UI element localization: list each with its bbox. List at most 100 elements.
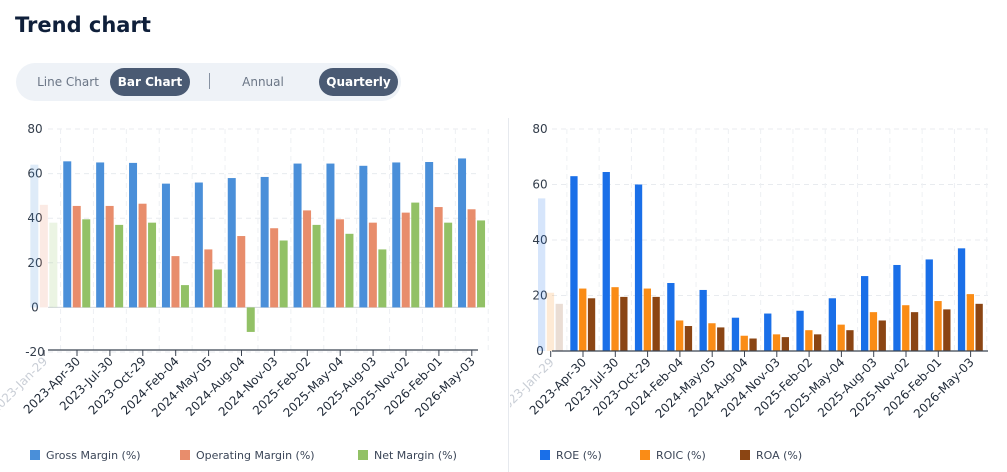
bar-net-margin-2025-aug-03 <box>378 249 387 308</box>
bar-roa-2025-feb-02 <box>814 334 822 351</box>
bar-roe-2026-feb-01 <box>925 259 933 351</box>
legend-item-roa[interactable]: ROA (%) <box>740 449 802 463</box>
y-tick-label: 60 <box>532 178 547 192</box>
bar-net-margin-2024-nov-03 <box>279 240 288 308</box>
bar-gross-margin-2025-aug-03 <box>359 165 368 308</box>
bar-roe-2023-jan-29 <box>538 198 546 351</box>
bar-net-margin-2023-jan-29 <box>49 222 58 308</box>
bar-roic-2023-oct-29 <box>643 288 651 351</box>
bar-roe-2026-may-03 <box>957 248 966 351</box>
bar-roic-2024-feb-04 <box>676 320 684 351</box>
y-tick-label: 40 <box>27 211 42 225</box>
bar-gross-margin-2023-jan-29 <box>30 164 39 308</box>
bar-roa-2025-aug-03 <box>878 320 886 351</box>
bar-roic-2024-nov-03 <box>772 334 781 351</box>
bar-net-margin-2023-oct-29 <box>148 222 157 308</box>
bar-net-margin-2026-feb-01 <box>444 222 453 308</box>
toggle-separator <box>209 73 210 89</box>
y-tick-label: 40 <box>532 233 547 247</box>
y-tick-label: 0 <box>31 300 39 314</box>
legend-label: Operating Margin (%) <box>196 449 315 462</box>
bar-roic-2026-may-03 <box>966 294 974 351</box>
annual-toggle[interactable]: Annual <box>242 75 284 89</box>
bar-roa-2023-jan-29 <box>555 303 563 351</box>
bar-operating-margin-2026-feb-01 <box>434 207 443 308</box>
bar-roic-2024-aug-04 <box>740 335 748 351</box>
bar-operating-margin-2023-apr-30 <box>72 205 81 308</box>
bar-roe-2024-aug-04 <box>731 317 740 351</box>
bar-roic-2024-may-05 <box>708 323 716 351</box>
bar-gross-margin-2023-jul-30 <box>96 162 105 308</box>
bar-roa-2024-feb-04 <box>684 326 693 351</box>
bar-roic-2023-jul-30 <box>611 287 619 351</box>
bar-gross-margin-2025-nov-02 <box>392 162 401 308</box>
bar-net-margin-2025-feb-02 <box>312 224 321 308</box>
bar-roa-2023-oct-29 <box>652 296 660 351</box>
bar-operating-margin-2023-oct-29 <box>138 203 147 308</box>
bar-chart-toggle[interactable]: Bar Chart <box>110 68 190 96</box>
bar-roic-2023-apr-30 <box>579 288 587 351</box>
bar-gross-margin-2026-feb-01 <box>425 162 434 308</box>
bar-roe-2023-apr-30 <box>570 176 578 351</box>
legend-label: ROA (%) <box>756 449 803 462</box>
legend-swatch <box>640 450 650 460</box>
bar-roe-2024-may-05 <box>699 289 707 351</box>
bar-net-margin-2024-aug-04 <box>246 307 255 332</box>
bar-operating-margin-2023-jul-30 <box>105 205 114 308</box>
bar-roe-2025-feb-02 <box>796 310 804 351</box>
legend-item-operating-margin[interactable]: Operating Margin (%) <box>180 449 315 463</box>
legend-item-roe[interactable]: ROE (%) <box>540 449 602 463</box>
bar-operating-margin-2025-nov-02 <box>401 212 410 308</box>
bar-roe-2023-oct-29 <box>634 184 643 351</box>
bar-operating-margin-2024-feb-04 <box>171 256 180 308</box>
bar-gross-margin-2026-may-03 <box>458 158 467 308</box>
return-bar-chart: 0204060802023-Jan-292023-Apr-302023-Jul-… <box>510 122 988 421</box>
bar-gross-margin-2025-may-04 <box>326 163 335 308</box>
bar-roa-2023-apr-30 <box>587 298 596 351</box>
bar-roa-2024-may-05 <box>717 327 725 351</box>
y-tick-label: 80 <box>27 122 42 136</box>
page-title: Trend chart <box>15 13 151 37</box>
bar-net-margin-2026-may-03 <box>477 220 486 308</box>
margin-bar-chart: -200204060802023-Jan-292023-Apr-302023-J… <box>0 122 489 420</box>
legend-swatch <box>540 450 550 460</box>
legend-swatch <box>30 450 40 460</box>
bar-roa-2025-may-04 <box>846 330 854 351</box>
legend-label: ROIC (%) <box>656 449 706 462</box>
legend-swatch <box>180 450 190 460</box>
line-chart-toggle[interactable]: Line Chart <box>37 75 99 89</box>
bar-gross-margin-2024-nov-03 <box>260 176 269 308</box>
bar-net-margin-2023-jul-30 <box>115 224 124 308</box>
bar-operating-margin-2025-feb-02 <box>303 210 312 308</box>
bar-operating-margin-2024-may-05 <box>204 249 213 308</box>
bar-roic-2025-nov-02 <box>902 305 910 351</box>
legend-item-gross-margin[interactable]: Gross Margin (%) <box>30 449 141 463</box>
bar-net-margin-2023-apr-30 <box>82 219 91 308</box>
bar-gross-margin-2023-apr-30 <box>63 161 72 308</box>
legend-label: Net Margin (%) <box>374 449 457 462</box>
legend-item-net-margin[interactable]: Net Margin (%) <box>358 449 457 463</box>
bar-roa-2024-aug-04 <box>749 338 757 351</box>
bar-roa-2023-jul-30 <box>620 296 628 351</box>
y-tick-label: 20 <box>532 289 547 303</box>
bar-roe-2025-aug-03 <box>861 276 869 351</box>
y-tick-label: -20 <box>25 345 45 359</box>
bar-net-margin-2024-feb-04 <box>180 285 189 308</box>
chart-toggle-bar: Line Chart Bar Chart Annual Quarterly <box>16 63 401 101</box>
bar-roa-2025-nov-02 <box>910 312 919 351</box>
bar-gross-margin-2023-oct-29 <box>129 162 138 308</box>
quarterly-toggle[interactable]: Quarterly <box>319 68 398 96</box>
bar-operating-margin-2024-nov-03 <box>270 228 279 308</box>
legend-item-roic[interactable]: ROIC (%) <box>640 449 706 463</box>
y-tick-label: 80 <box>532 122 547 136</box>
bar-net-margin-2025-may-04 <box>345 233 354 308</box>
legend-swatch <box>740 450 750 460</box>
bar-roe-2025-nov-02 <box>893 264 901 351</box>
legend-label: ROE (%) <box>556 449 602 462</box>
panel-divider <box>508 118 509 472</box>
bar-gross-margin-2025-feb-02 <box>293 163 302 308</box>
bar-operating-margin-2025-may-04 <box>335 219 344 308</box>
bar-net-margin-2024-may-05 <box>213 269 222 308</box>
y-tick-label: 20 <box>27 256 42 270</box>
legend-swatch <box>358 450 368 460</box>
